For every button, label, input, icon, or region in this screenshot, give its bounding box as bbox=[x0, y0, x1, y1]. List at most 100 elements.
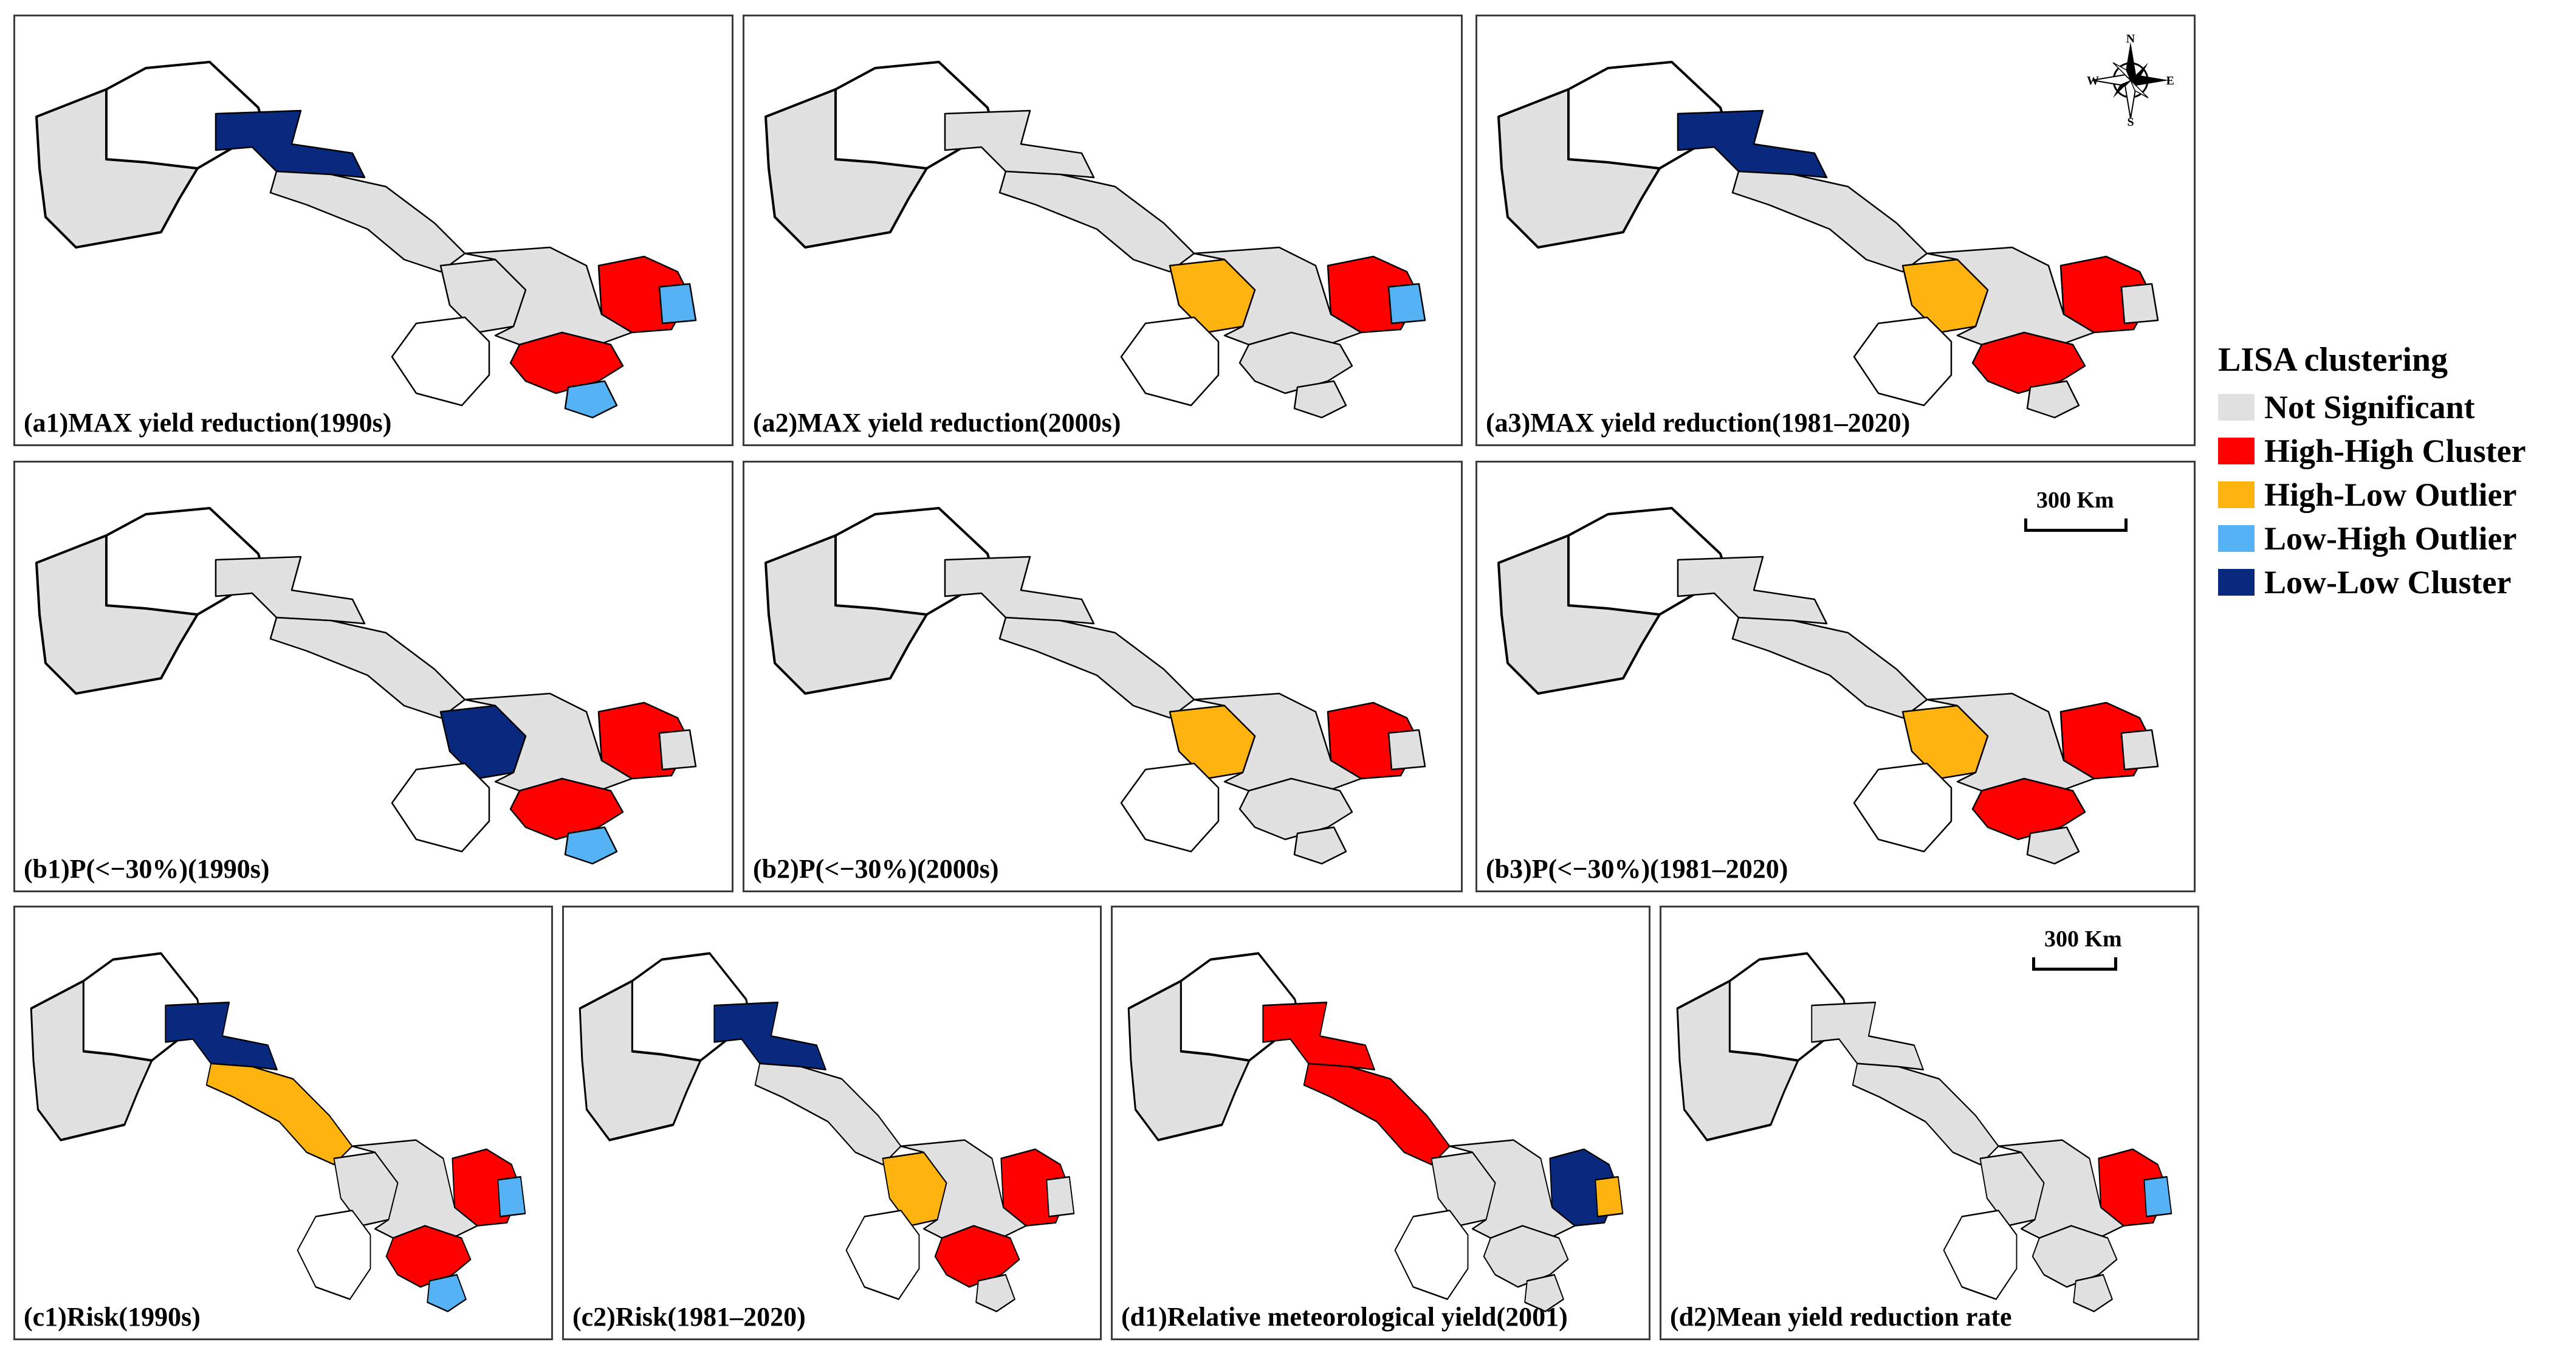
region-south bbox=[2032, 1225, 2118, 1288]
legend-item-high-low: High-Low Outlier bbox=[2218, 473, 2526, 517]
panel-caption: (b1)P(<−30%)(1990s) bbox=[24, 854, 270, 884]
province-map bbox=[764, 61, 1426, 419]
province-map bbox=[1497, 507, 2159, 865]
map-panel-c1: (c1)Risk(1990s) bbox=[13, 906, 553, 1340]
region-south-edge bbox=[975, 1273, 1015, 1312]
region-sw bbox=[1394, 1210, 1469, 1300]
map-panel-b3: 300 Km (b3)P(<−30%)(1981–2020) bbox=[1475, 461, 2196, 892]
province-map bbox=[1127, 952, 1624, 1312]
region-east-edge bbox=[2143, 1176, 2172, 1217]
province-map bbox=[35, 507, 697, 865]
province-map bbox=[35, 61, 697, 419]
region-strip bbox=[713, 1001, 826, 1071]
map-panel-d1: (d1)Relative meteorological yield(2001) bbox=[1111, 906, 1650, 1340]
legend-label: Low-High Outlier bbox=[2264, 520, 2517, 557]
region-south bbox=[1483, 1225, 1569, 1288]
panel-caption: (a1)MAX yield reduction(1990s) bbox=[24, 408, 392, 438]
scale-bar-label: 300 Km bbox=[2036, 487, 2114, 513]
province-map bbox=[764, 507, 1426, 865]
region-strip bbox=[1262, 1001, 1375, 1071]
map-panel-a1: (a1)MAX yield reduction(1990s) bbox=[13, 15, 733, 446]
region-strip bbox=[1811, 1001, 1924, 1071]
lisa-legend: LISA clustering Not Significant High-Hig… bbox=[2218, 340, 2526, 604]
map-panel-d2: 300 Km (d2)Mean yield reduction rate bbox=[1660, 906, 2199, 1340]
svg-text:N: N bbox=[2126, 35, 2135, 46]
region-south bbox=[1971, 331, 2086, 394]
region-south bbox=[509, 331, 624, 394]
region-east-edge bbox=[658, 729, 697, 771]
region-center bbox=[1901, 258, 1989, 334]
region-south bbox=[1238, 331, 1353, 394]
province-map bbox=[30, 952, 526, 1312]
region-center bbox=[1169, 704, 1256, 780]
province-map bbox=[1676, 952, 2172, 1312]
region-south-edge bbox=[2026, 380, 2080, 419]
region-center bbox=[1901, 704, 1989, 780]
map-panel-b2: (b2)P(<−30%)(2000s) bbox=[743, 461, 1463, 892]
region-strip bbox=[215, 556, 366, 625]
legend-item-low-high: Low-High Outlier bbox=[2218, 517, 2526, 560]
panel-caption: (d1)Relative meteorological yield(2001) bbox=[1121, 1302, 1568, 1332]
region-east-edge bbox=[1387, 729, 1426, 771]
region-corridor bbox=[754, 1062, 902, 1166]
region-corridor bbox=[1852, 1062, 1999, 1166]
map-panel-a3: N S E W (a3)MAX yield reduction(1981–202… bbox=[1475, 15, 2196, 446]
region-sw bbox=[1120, 316, 1220, 407]
region-south-edge bbox=[1293, 380, 1347, 419]
region-south-edge bbox=[564, 826, 618, 865]
region-sw bbox=[1120, 762, 1220, 853]
region-sw bbox=[391, 316, 490, 407]
svg-text:W: W bbox=[2087, 74, 2099, 88]
region-sw bbox=[1943, 1210, 2018, 1300]
region-south bbox=[1238, 777, 1353, 841]
legend-label: Low-Low Cluster bbox=[2264, 564, 2512, 601]
region-center bbox=[1979, 1151, 2045, 1227]
region-corridor bbox=[1731, 616, 1928, 719]
region-corridor bbox=[269, 170, 466, 273]
region-sw bbox=[1853, 762, 1953, 853]
map-panel-a2: (a2)MAX yield reduction(2000s) bbox=[743, 15, 1463, 446]
region-sw bbox=[391, 762, 490, 853]
region-center bbox=[333, 1151, 399, 1227]
region-south-edge bbox=[427, 1273, 467, 1312]
region-strip bbox=[1677, 556, 1828, 625]
region-strip bbox=[944, 109, 1095, 179]
panel-caption: (a2)MAX yield reduction(2000s) bbox=[753, 408, 1121, 438]
panel-caption: (b2)P(<−30%)(2000s) bbox=[753, 854, 999, 884]
region-strip bbox=[215, 109, 366, 179]
region-center bbox=[439, 258, 527, 334]
region-sw bbox=[845, 1210, 920, 1300]
region-east-edge bbox=[658, 283, 697, 325]
province-map bbox=[579, 952, 1075, 1312]
legend-swatch bbox=[2218, 394, 2255, 421]
legend-label: Not Significant bbox=[2264, 389, 2475, 425]
region-strip bbox=[165, 1001, 278, 1071]
province-map bbox=[1497, 61, 2159, 419]
region-east-edge bbox=[1046, 1176, 1075, 1217]
region-center bbox=[439, 704, 527, 780]
region-east-edge bbox=[1595, 1176, 1624, 1217]
region-corridor bbox=[269, 616, 466, 719]
legend-item-not-significant: Not Significant bbox=[2218, 385, 2526, 429]
region-sw bbox=[1853, 316, 1953, 407]
region-south-edge bbox=[1524, 1273, 1564, 1312]
legend-swatch bbox=[2218, 481, 2255, 508]
map-panel-c2: (c2)Risk(1981–2020) bbox=[562, 906, 1102, 1340]
legend-item-low-low: Low-Low Cluster bbox=[2218, 560, 2526, 604]
panel-caption: (a3)MAX yield reduction(1981–2020) bbox=[1486, 408, 1911, 438]
legend-label: High-High Cluster bbox=[2264, 433, 2526, 469]
panel-caption: (c2)Risk(1981–2020) bbox=[572, 1302, 806, 1332]
region-center bbox=[1431, 1151, 1496, 1227]
region-south bbox=[509, 777, 624, 841]
compass-rose-icon: N S E W bbox=[2087, 32, 2174, 129]
region-south-edge bbox=[564, 380, 618, 419]
region-east-edge bbox=[2120, 283, 2159, 325]
panel-caption: (c1)Risk(1990s) bbox=[24, 1302, 201, 1332]
region-south bbox=[385, 1225, 472, 1288]
legend-label: High-Low Outlier bbox=[2264, 477, 2517, 513]
legend-swatch bbox=[2218, 569, 2255, 596]
region-south-edge bbox=[1293, 826, 1347, 865]
region-strip bbox=[944, 556, 1095, 625]
panel-caption: (b3)P(<−30%)(1981–2020) bbox=[1486, 854, 1788, 884]
legend-swatch bbox=[2218, 438, 2255, 464]
